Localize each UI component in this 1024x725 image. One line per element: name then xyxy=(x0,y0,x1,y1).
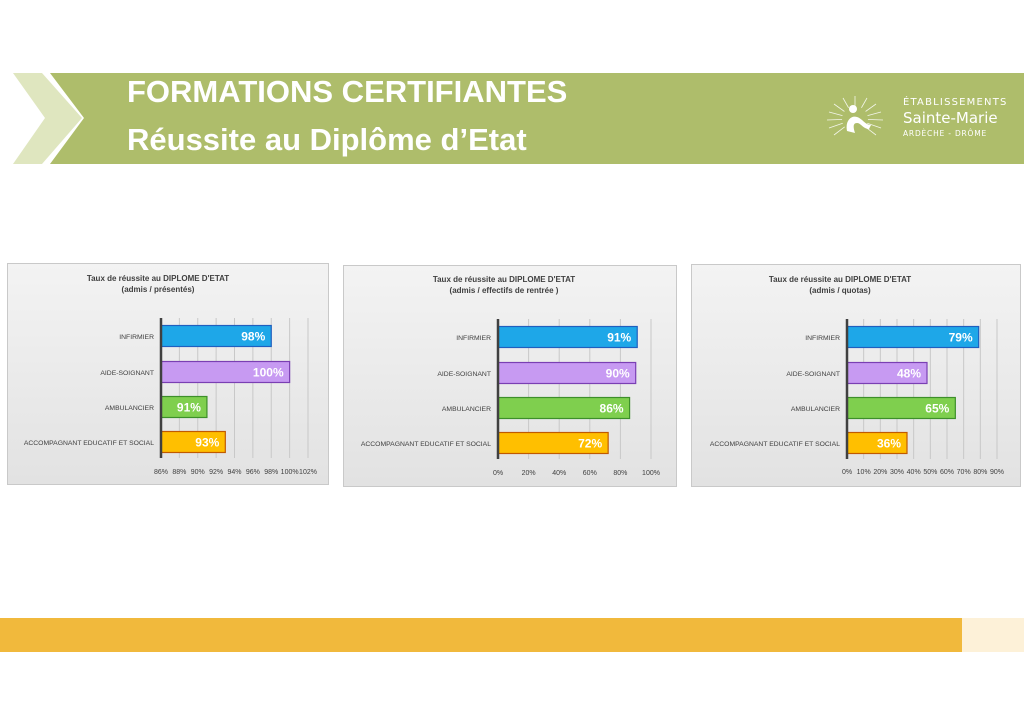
chart-title: Taux de réussite au DIPLOME D'ETAT xyxy=(87,274,229,283)
chart-subtitle: (admis / présentés) xyxy=(122,285,195,294)
x-tick-label: 92% xyxy=(209,469,223,476)
data-label: 90% xyxy=(606,367,630,381)
x-tick-label: 94% xyxy=(227,469,241,476)
x-tick-label: 20% xyxy=(873,469,887,476)
sun-figure-logo-icon xyxy=(826,96,884,136)
x-tick-label: 60% xyxy=(583,470,597,477)
x-tick-label: 90% xyxy=(191,469,205,476)
category-label: AMBULANCIER xyxy=(105,405,154,412)
chart-title: Taux de réussite au DIPLOME D'ETAT xyxy=(433,275,575,284)
header-bar xyxy=(50,73,1024,164)
category-label: ACCOMPAGNANT EDUCATIF ET SOCIAL xyxy=(24,440,154,447)
data-label: 98% xyxy=(241,330,265,344)
page-title: FORMATIONS CERTIFIANTES xyxy=(127,74,568,109)
header-band xyxy=(13,73,1024,164)
category-label: INFIRMIER xyxy=(456,335,491,342)
x-tick-label: 90% xyxy=(990,469,1004,476)
data-label: 65% xyxy=(925,402,949,416)
x-tick-label: 96% xyxy=(246,469,260,476)
chart-panel-effectifs: Taux de réussite au DIPLOME D'ETAT (admis… xyxy=(343,265,677,487)
chart-subtitle: (admis / quotas) xyxy=(809,286,871,295)
category-label: AIDE-SOIGNANT xyxy=(786,371,840,378)
category-label: AMBULANCIER xyxy=(791,406,840,413)
x-tick-label: 60% xyxy=(940,469,954,476)
logo-line1: ÉTABLISSEMENTS xyxy=(903,97,1008,108)
category-label: AMBULANCIER xyxy=(442,406,491,413)
chart-title: Taux de réussite au DIPLOME D'ETAT xyxy=(769,275,911,284)
header-chevron xyxy=(13,73,82,164)
x-tick-label: 40% xyxy=(552,470,566,477)
logo-line3: ARDÈCHE - DRÔME xyxy=(903,129,988,138)
data-label: 91% xyxy=(177,401,201,415)
x-tick-label: 98% xyxy=(264,469,278,476)
category-label: AIDE-SOIGNANT xyxy=(100,370,154,377)
x-tick-label: 50% xyxy=(923,469,937,476)
category-label: INFIRMIER xyxy=(805,335,840,342)
category-label: AIDE-SOIGNANT xyxy=(437,371,491,378)
x-tick-label: 30% xyxy=(890,469,904,476)
x-tick-label: 0% xyxy=(493,470,503,477)
chart-svg-1: Taux de réussite au DIPLOME D'ETAT (admis… xyxy=(24,274,317,476)
x-tick-label: 102% xyxy=(299,469,317,476)
page-subtitle: Réussite au Diplôme d’Etat xyxy=(127,122,527,157)
data-label: 100% xyxy=(253,366,284,380)
footer-bar-end xyxy=(962,618,1024,652)
chart-panel-presentes: Taux de réussite au DIPLOME D'ETAT (admis… xyxy=(7,263,329,485)
x-tick-label: 10% xyxy=(857,469,871,476)
sainte-marie-logo: ÉTABLISSEMENTS Sainte-Marie ARDÈCHE - DR… xyxy=(815,95,1008,145)
x-tick-label: 40% xyxy=(907,469,921,476)
chart-svg-3: Taux de réussite au DIPLOME D'ETAT (admis… xyxy=(710,275,1004,476)
chart-panel-quotas: Taux de réussite au DIPLOME D'ETAT (admis… xyxy=(691,264,1021,487)
data-label: 86% xyxy=(600,402,624,416)
x-tick-label: 88% xyxy=(172,469,186,476)
data-label: 36% xyxy=(877,437,901,451)
chart-svg-2: Taux de réussite au DIPLOME D'ETAT (admis… xyxy=(361,275,660,477)
x-tick-label: 20% xyxy=(522,470,536,477)
data-label: 91% xyxy=(607,331,631,345)
x-tick-label: 80% xyxy=(613,470,627,477)
x-tick-label: 86% xyxy=(154,469,168,476)
footer-bar xyxy=(0,618,962,652)
x-tick-label: 0% xyxy=(842,469,852,476)
x-tick-label: 100% xyxy=(281,469,299,476)
category-label: ACCOMPAGNANT EDUCATIF ET SOCIAL xyxy=(710,441,840,448)
x-tick-label: 100% xyxy=(642,470,660,477)
data-label: 72% xyxy=(578,437,602,451)
logo-line2: Sainte-Marie xyxy=(903,109,998,127)
chart-subtitle: (admis / effectifs de rentrée ) xyxy=(450,286,559,295)
data-label: 48% xyxy=(897,367,921,381)
x-tick-label: 70% xyxy=(957,469,971,476)
category-label: ACCOMPAGNANT EDUCATIF ET SOCIAL xyxy=(361,441,491,448)
data-label: 79% xyxy=(949,331,973,345)
category-label: INFIRMIER xyxy=(119,334,154,341)
data-label: 93% xyxy=(195,436,219,450)
x-tick-label: 80% xyxy=(973,469,987,476)
